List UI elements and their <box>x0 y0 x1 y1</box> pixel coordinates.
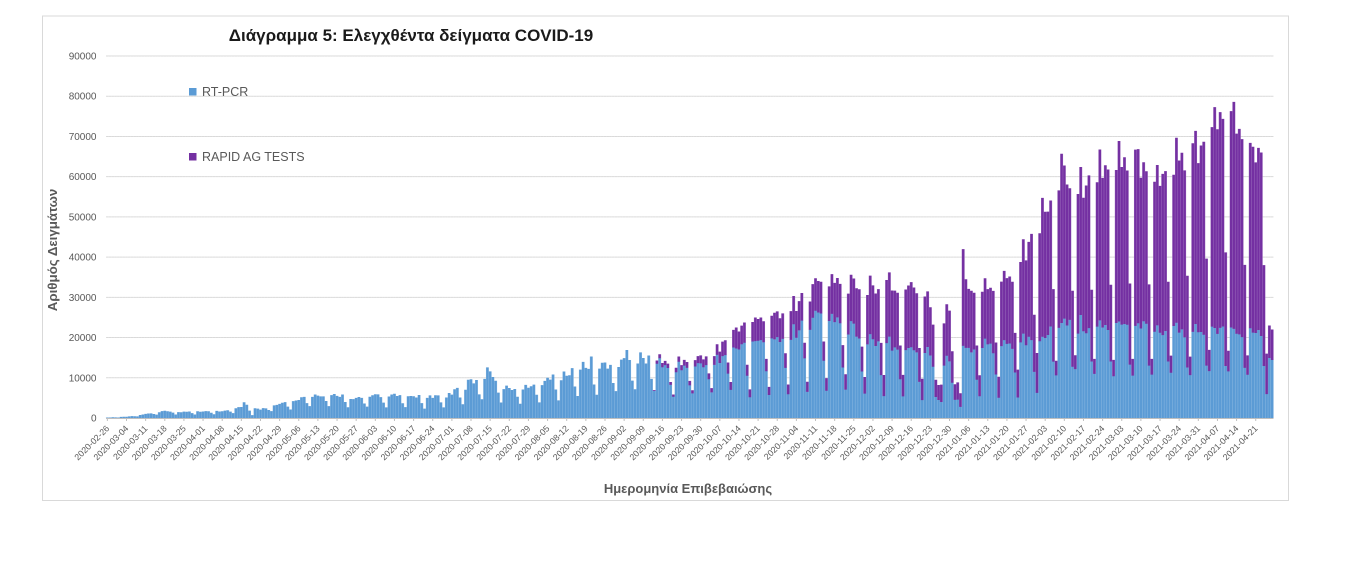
svg-text:60000: 60000 <box>69 172 97 183</box>
svg-text:20000: 20000 <box>69 333 97 344</box>
svg-text:Διάγραμμα 5: Ελεγχθέντα δείγμα: Διάγραμμα 5: Ελεγχθέντα δείγματα COVID-1… <box>229 26 593 45</box>
svg-text:70000: 70000 <box>69 132 97 143</box>
svg-text:Αριθμός Δειγμάτων: Αριθμός Δειγμάτων <box>45 189 60 312</box>
svg-text:RAPID AG TESTS: RAPID AG TESTS <box>202 150 305 164</box>
svg-text:50000: 50000 <box>69 212 97 223</box>
svg-text:90000: 90000 <box>69 52 97 63</box>
svg-text:10000: 10000 <box>69 373 97 384</box>
svg-text:Ημερομηνία Επιβεβαιώσης: Ημερομηνία Επιβεβαιώσης <box>604 481 773 496</box>
svg-text:30000: 30000 <box>69 293 97 304</box>
svg-text:0: 0 <box>91 414 97 425</box>
svg-text:80000: 80000 <box>69 92 97 103</box>
svg-text:RT-PCR: RT-PCR <box>202 85 248 99</box>
svg-text:40000: 40000 <box>69 253 97 264</box>
